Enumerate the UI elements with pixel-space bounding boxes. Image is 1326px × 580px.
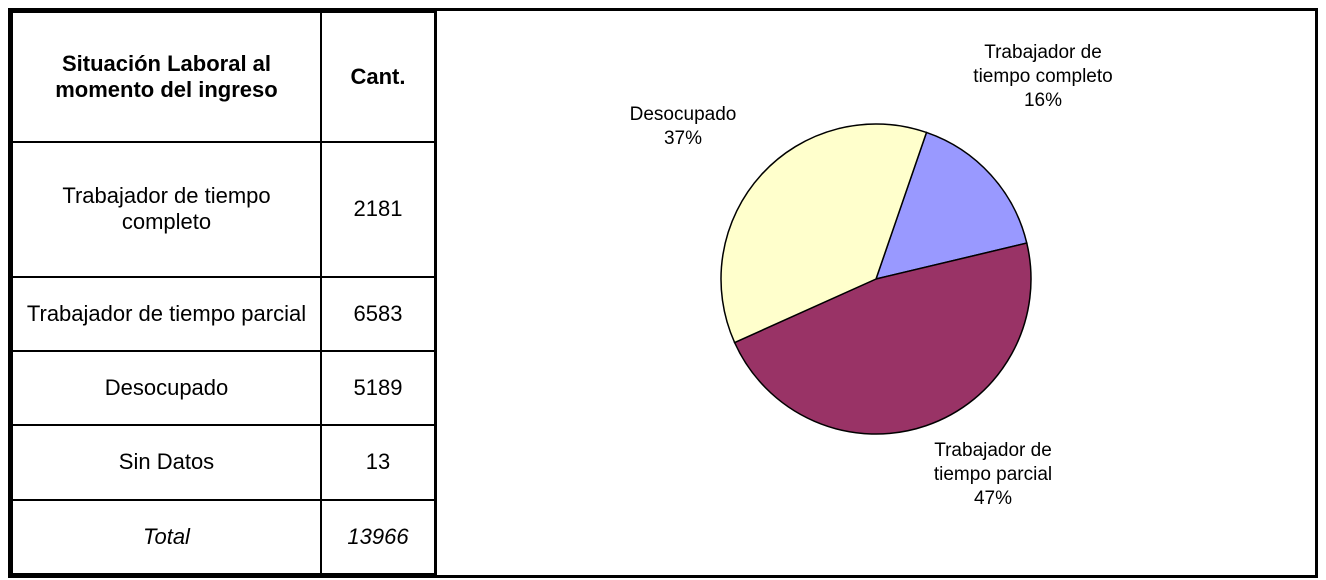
slice-percent: 47% bbox=[973, 488, 1013, 509]
frame: Situación Laboral al momento del ingreso… bbox=[8, 8, 1318, 578]
chart: Trabajador de tiempo completo 16% Trabajad… bbox=[438, 11, 1315, 575]
slice-name: Desocupado bbox=[629, 104, 737, 125]
cell: 5189 bbox=[320, 350, 437, 427]
slice-label: Trabajador de tiempo completo 16% bbox=[968, 41, 1118, 113]
row: Desocupado 5189 bbox=[11, 350, 437, 427]
slice-label: Trabajador de tiempo parcial 47% bbox=[918, 439, 1068, 511]
cell: Desocupado bbox=[11, 350, 322, 427]
pie-svg bbox=[720, 123, 1032, 435]
header-row: Situación Laboral al momento del ingreso… bbox=[11, 11, 437, 143]
slice-label: Desocupado 37% bbox=[588, 103, 778, 151]
slice-percent: 37% bbox=[663, 128, 703, 149]
header-cell: Situación Laboral al momento del ingreso bbox=[11, 11, 322, 143]
cell: 6583 bbox=[320, 275, 437, 353]
pie-slice bbox=[733, 242, 1032, 435]
header-cell: Cant. bbox=[320, 11, 437, 143]
row: Trabajador de tiempo parcial 6583 bbox=[11, 275, 437, 353]
cell: Trabajador de tiempo parcial bbox=[11, 275, 322, 353]
row: Trabajador de tiempo completo 2181 bbox=[11, 141, 437, 278]
total-row: Total 13966 bbox=[11, 498, 437, 576]
slice-name: Trabajador de tiempo completo bbox=[973, 42, 1113, 87]
pie-slice bbox=[874, 131, 1028, 281]
cell: 2181 bbox=[320, 141, 437, 278]
cell: Trabajador de tiempo completo bbox=[11, 141, 322, 278]
slice-name: Trabajador de tiempo parcial bbox=[933, 440, 1053, 485]
data-table: Situación Laboral al momento del ingreso… bbox=[11, 11, 437, 576]
pie-slice bbox=[720, 123, 928, 344]
cell: Total bbox=[11, 498, 322, 576]
cell: 13 bbox=[320, 424, 437, 501]
cell: Sin Datos bbox=[11, 424, 322, 501]
row: Sin Datos 13 bbox=[11, 424, 437, 501]
slice-percent: 16% bbox=[1023, 90, 1063, 111]
cell: 13966 bbox=[320, 498, 437, 576]
